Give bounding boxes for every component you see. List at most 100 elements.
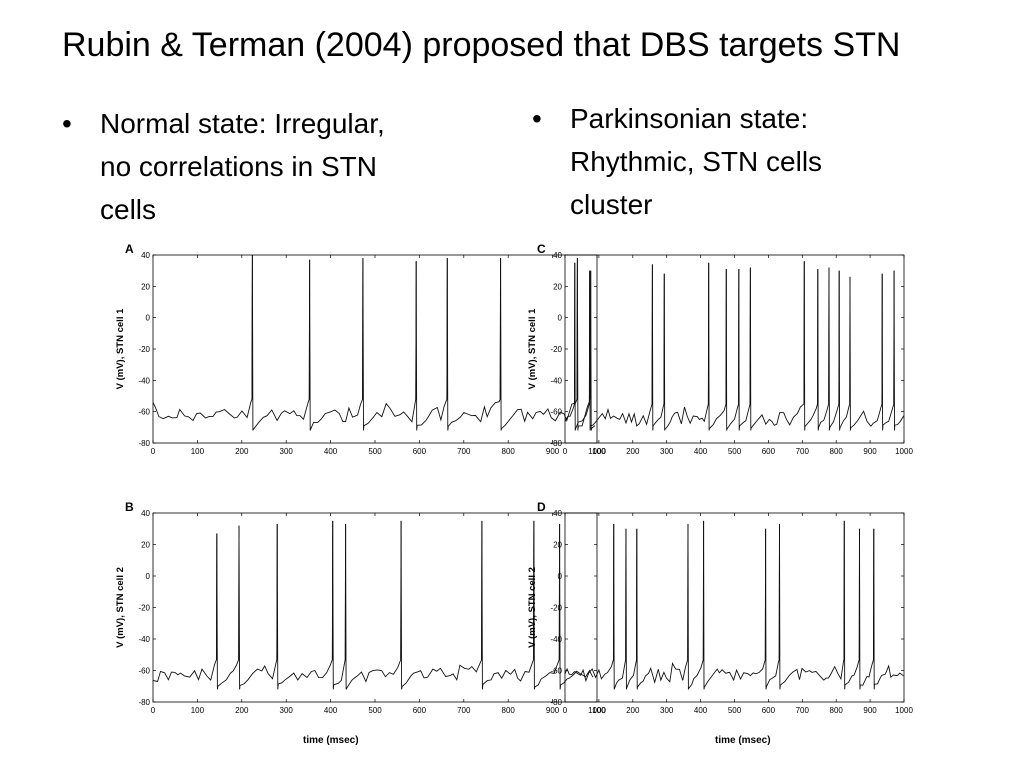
x-tick-label: 400 [324, 706, 338, 715]
panel-letter: D [537, 500, 546, 514]
x-tick-label: 600 [413, 706, 427, 715]
y-tick-label: 0 [146, 572, 151, 581]
y-tick-label: 20 [553, 282, 562, 291]
y-tick-label: 40 [553, 251, 562, 260]
x-tick-label: 200 [626, 447, 640, 456]
x-tick-label: 600 [762, 447, 776, 456]
x-tick-label: 900 [863, 447, 877, 456]
x-tick-label: 100 [191, 706, 205, 715]
y-tick-label: 20 [553, 541, 562, 550]
x-tick-label: 500 [368, 447, 382, 456]
y-tick-label: -20 [550, 604, 562, 613]
x-tick-label: 300 [660, 447, 674, 456]
voltage-trace [152, 520, 594, 690]
x-tick-label: 100 [592, 706, 606, 715]
bullet-marker: • [62, 108, 72, 139]
y-tick-label: 40 [141, 509, 150, 518]
x-axis-label-left: time (msec) [303, 735, 359, 746]
y-axis-label: V (mV), STN cell 2 [527, 567, 538, 648]
y-tick-label: 20 [141, 282, 150, 291]
x-tick-label: 700 [796, 447, 810, 456]
x-tick-label: 1000 [895, 447, 913, 456]
x-tick-label: 900 [546, 706, 560, 715]
x-tick-label: 1000 [588, 447, 606, 456]
x-tick-label: 300 [280, 447, 294, 456]
x-tick-label: 700 [457, 706, 471, 715]
x-tick-label: 100 [191, 447, 205, 456]
x-tick-label: 800 [830, 447, 844, 456]
voltage-trace [152, 254, 596, 431]
y-tick-label: -40 [550, 376, 562, 385]
y-axis-label: V (mV), STN cell 1 [527, 308, 538, 389]
x-tick-label: 200 [235, 706, 249, 715]
y-axis-label: V (mV), STN cell 1 [115, 308, 126, 389]
y-tick-label: -20 [138, 604, 150, 613]
x-tick-label: 0 [151, 447, 156, 456]
slide-title: Rubin & Terman (2004) proposed that DBS … [62, 26, 901, 64]
x-tick-label: 200 [626, 706, 640, 715]
bullet-parkinsonian-state: • Parkinsonian state: Rhythmic, STN cell… [532, 97, 950, 226]
y-tick-label: -60 [550, 408, 562, 417]
y-tick-label: 0 [558, 572, 563, 581]
y-tick-label: -40 [138, 376, 150, 385]
plot-frame [564, 512, 905, 703]
y-tick-label: 0 [146, 314, 151, 323]
x-tick-label: 300 [280, 706, 294, 715]
y-tick-label: -20 [550, 345, 562, 354]
x-tick-label: 600 [413, 447, 427, 456]
x-tick-label: 800 [502, 447, 516, 456]
plot-frame [564, 254, 905, 444]
y-axis-label: V (mV), STN cell 2 [115, 567, 126, 648]
y-tick-label: -40 [138, 635, 150, 644]
panel-letter: B [125, 500, 134, 514]
bullet-line: no correlations in STN [100, 151, 378, 182]
bullet-normal-state: • Normal state: Irregular, no correlatio… [62, 102, 480, 231]
y-tick-label: -80 [550, 698, 562, 707]
bullet-line: cells [100, 194, 157, 225]
y-tick-label: -80 [138, 439, 150, 448]
x-tick-label: 400 [694, 447, 708, 456]
x-tick-label: 700 [457, 447, 471, 456]
x-tick-label: 400 [324, 447, 338, 456]
y-tick-label: -80 [550, 439, 562, 448]
y-tick-label: -60 [138, 667, 150, 676]
x-tick-label: 100 [592, 447, 606, 456]
x-tick-label: 0 [563, 706, 568, 715]
bullet-line: Parkinsonian state: [570, 103, 809, 134]
bullet-marker: • [532, 103, 542, 134]
x-tick-label: 800 [502, 706, 516, 715]
x-tick-label: 500 [728, 706, 742, 715]
y-tick-label: 40 [553, 509, 562, 518]
panel-letter: C [537, 242, 546, 256]
x-tick-label: 300 [660, 706, 674, 715]
y-tick-label: -20 [138, 345, 150, 354]
voltage-trace [564, 520, 904, 690]
panel-letter: A [125, 242, 134, 256]
x-tick-label: 800 [830, 706, 844, 715]
x-tick-label: 700 [796, 706, 810, 715]
x-axis-label-right: time (msec) [715, 735, 771, 746]
x-tick-label: 200 [235, 447, 249, 456]
y-tick-label: -60 [550, 667, 562, 676]
x-tick-label: 500 [728, 447, 742, 456]
x-tick-label: 900 [863, 706, 877, 715]
voltage-trace [564, 261, 905, 431]
bullet-line: Normal state: Irregular, [100, 108, 385, 139]
x-tick-label: 1000 [588, 706, 606, 715]
x-tick-label: 1000 [895, 706, 913, 715]
y-tick-label: 0 [558, 314, 563, 323]
y-tick-label: 20 [141, 541, 150, 550]
y-tick-label: -80 [138, 698, 150, 707]
bullet-line: cluster [570, 189, 653, 220]
x-tick-label: 900 [546, 447, 560, 456]
x-tick-label: 400 [694, 706, 708, 715]
bullet-line: Rhythmic, STN cells [570, 146, 823, 177]
y-tick-label: -60 [138, 408, 150, 417]
x-tick-label: 600 [762, 706, 776, 715]
y-tick-label: -40 [550, 635, 562, 644]
y-tick-label: 40 [141, 251, 150, 260]
